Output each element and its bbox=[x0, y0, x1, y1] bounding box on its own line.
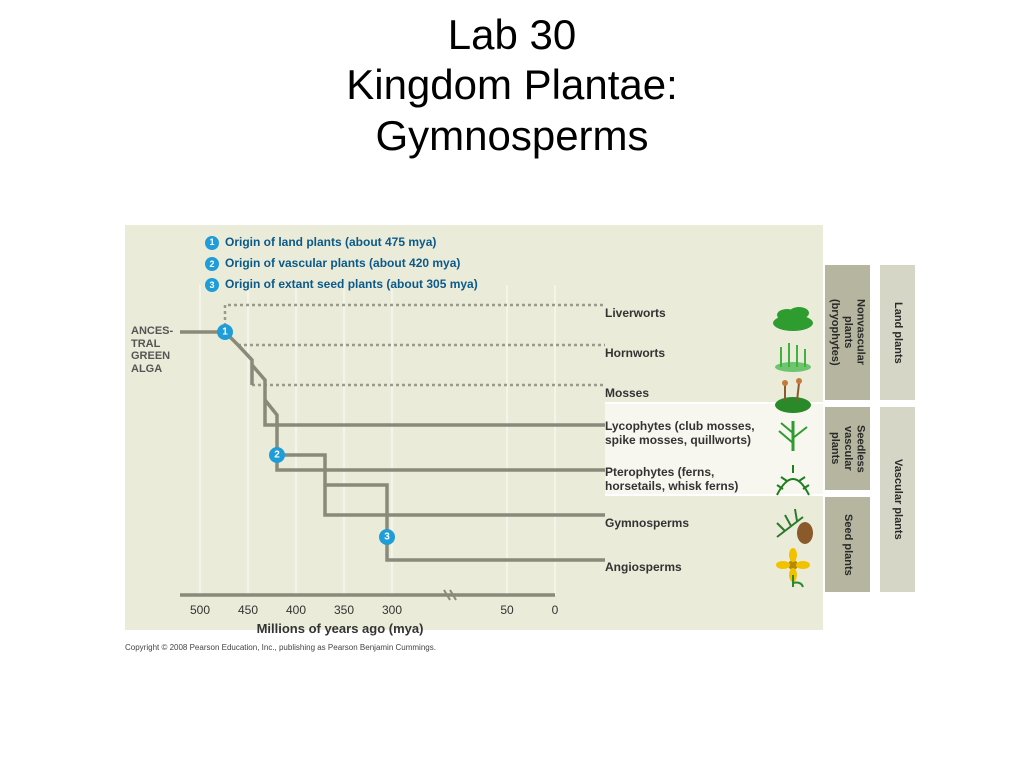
tree-area: 1 2 3 1 Origin of land plants (about 475 m… bbox=[125, 225, 605, 630]
phylogeny-diagram: 1 2 3 1 Origin of land plants (about 475 m… bbox=[125, 225, 930, 665]
plant-icon bbox=[767, 293, 819, 335]
title-line-3: Gymnosperms bbox=[0, 111, 1024, 161]
legend-badge-2: 2 bbox=[205, 257, 219, 271]
group-label: Nonvascularplants(bryophytes) bbox=[825, 265, 870, 400]
svg-text:1: 1 bbox=[222, 327, 228, 338]
group-label: Vascular plants bbox=[880, 407, 915, 592]
taxon-row: Gymnosperms bbox=[605, 503, 819, 545]
legend-item-1: 1 Origin of land plants (about 475 mya) bbox=[205, 233, 478, 252]
taxon-row: Hornworts bbox=[605, 333, 819, 375]
legend-text-3: Origin of extant seed plants (about 305 … bbox=[225, 275, 478, 294]
legend-badge-1: 1 bbox=[205, 236, 219, 250]
legend-text-2: Origin of vascular plants (about 420 mya… bbox=[225, 254, 460, 273]
legend-item-2: 2 Origin of vascular plants (about 420 m… bbox=[205, 254, 478, 273]
x-tick: 400 bbox=[286, 603, 306, 617]
title-line-2: Kingdom Plantae: bbox=[0, 60, 1024, 110]
legend: 1 Origin of land plants (about 475 mya) … bbox=[205, 233, 478, 297]
plant-icon bbox=[767, 333, 819, 375]
title-line-1: Lab 30 bbox=[0, 10, 1024, 60]
group-label: Land plants bbox=[880, 265, 915, 400]
taxon-label: Lycophytes (club mosses, spike mosses, q… bbox=[605, 420, 767, 448]
legend-text-1: Origin of land plants (about 475 mya) bbox=[225, 233, 436, 252]
x-tick: 350 bbox=[334, 603, 354, 617]
taxon-label: Pterophytes (ferns, horsetails, whisk fe… bbox=[605, 466, 767, 494]
x-tick: 300 bbox=[382, 603, 402, 617]
taxon-row: Liverworts bbox=[605, 293, 819, 335]
plant-icon bbox=[767, 547, 819, 589]
taxon-label: Hornworts bbox=[605, 347, 767, 361]
taxon-row: Lycophytes (club mosses, spike mosses, q… bbox=[605, 413, 819, 455]
x-tick: 50 bbox=[500, 603, 513, 617]
taxon-label: Gymnosperms bbox=[605, 517, 767, 531]
taxon-row: Mosses bbox=[605, 373, 819, 415]
x-tick: 450 bbox=[238, 603, 258, 617]
taxa-labels-area: Liverworts Hornworts Mosses Lycophytes (clu… bbox=[605, 225, 930, 630]
x-tick: 0 bbox=[552, 603, 559, 617]
group-label: Seedlessvascularplants bbox=[825, 407, 870, 490]
taxon-label: Angiosperms bbox=[605, 561, 767, 575]
taxon-row: Pterophytes (ferns, horsetails, whisk fe… bbox=[605, 459, 819, 501]
x-tick: 500 bbox=[190, 603, 210, 617]
plant-icon bbox=[767, 459, 819, 501]
copyright-text: Copyright © 2008 Pearson Education, Inc.… bbox=[125, 643, 436, 652]
taxon-label: Liverworts bbox=[605, 307, 767, 321]
legend-badge-3: 3 bbox=[205, 278, 219, 292]
plant-icon bbox=[767, 373, 819, 415]
plant-icon bbox=[767, 503, 819, 545]
taxon-row: Angiosperms bbox=[605, 547, 819, 589]
plant-icon bbox=[767, 413, 819, 455]
svg-text:2: 2 bbox=[274, 450, 280, 461]
page-title: Lab 30 Kingdom Plantae: Gymnosperms bbox=[0, 0, 1024, 161]
legend-item-3: 3 Origin of extant seed plants (about 30… bbox=[205, 275, 478, 294]
ancestor-label: ANCES-TRALGREENALGA bbox=[131, 325, 173, 376]
group-label: Seed plants bbox=[825, 497, 870, 592]
taxon-label: Mosses bbox=[605, 387, 767, 401]
svg-text:3: 3 bbox=[384, 532, 390, 543]
x-axis-label: Millions of years ago (mya) bbox=[125, 621, 555, 636]
